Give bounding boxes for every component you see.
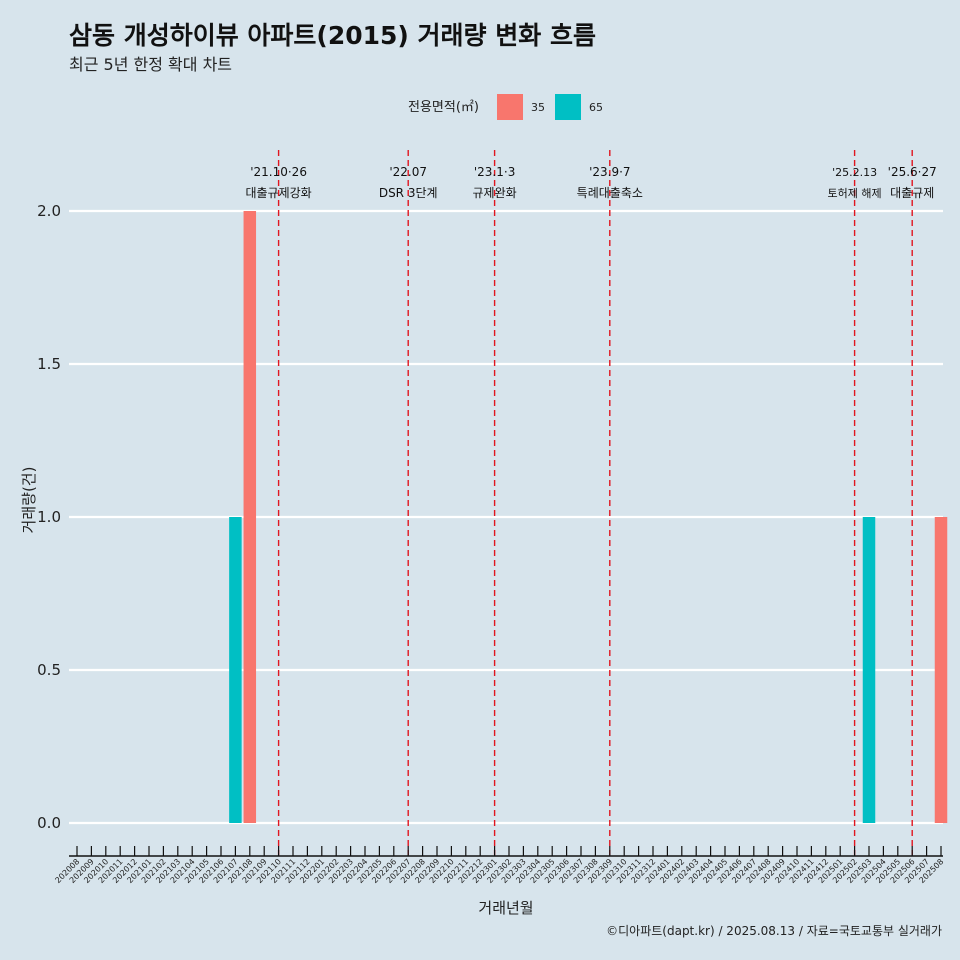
chart-subtitle: 최근 5년 한정 확대 차트 [69,55,232,74]
event-text-label: 대출규제 [890,186,934,200]
y-tick-label: 1.5 [37,355,61,373]
x-axis-label: 거래년월 [478,899,533,917]
y-axis-label: 거래량(건) [20,467,38,534]
event-date-label: '21.10·26 [250,165,307,179]
event-date-label: '25.2.13 [832,166,877,179]
event-date-label: '23.9·7 [589,165,630,179]
y-gridlines [69,209,943,825]
event-text-label: 대출규제강화 [245,186,311,200]
legend-swatch-65 [555,94,581,120]
bar-35-202108 [243,211,257,823]
bar-65-202503 [862,517,876,823]
event-date-label: '25.6·27 [888,165,937,179]
event-text-label: 규제완화 [473,186,517,200]
legend-label-35: 35 [531,101,545,114]
y-tick-label: 0.5 [37,661,61,679]
event-lines: '21.10·26 대출규제강화 '22.07 DSR 3단계 '23.1·3 규제완화 '… [245,150,937,855]
y-axis-ticks: 0.0 0.5 1.0 1.5 2.0 [37,202,61,832]
chart-title: 삼동 개성하이뷰 아파트(2015) 거래량 변화 흐름 [69,21,596,50]
caption: ©디아파트(dapt.kr) / 2025.08.13 / 자료=국토교통부 실… [606,924,942,938]
event-text-label: 토허제 해제 [828,186,882,200]
x-axis: 2020082020092020102020112020122021012021… [53,846,945,885]
bar-35-202508 [934,517,948,823]
event-date-label: '22.07 [389,165,427,179]
legend: 전용면적(㎡) 35 65 [408,94,603,120]
bars [229,211,948,823]
bar-65-202107 [229,517,242,823]
y-tick-label: 2.0 [37,202,61,220]
legend-swatch-35 [497,94,523,120]
legend-title: 전용면적(㎡) [408,100,479,115]
event-text-label: DSR 3단계 [379,186,438,200]
event-text-label: 특례대출축소 [577,186,643,200]
legend-label-65: 65 [589,101,603,114]
event-date-label: '23.1·3 [474,165,515,179]
y-tick-label: 0.0 [37,814,61,832]
y-tick-label: 1.0 [37,508,61,526]
